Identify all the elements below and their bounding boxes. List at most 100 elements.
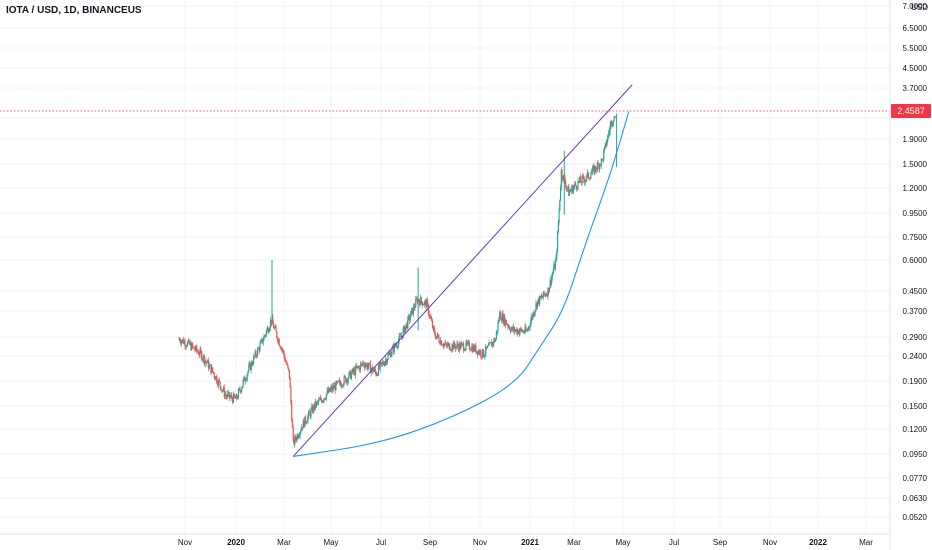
candle-body[interactable] [301, 427, 303, 431]
candle-body[interactable] [321, 400, 324, 403]
candle-body[interactable] [291, 402, 293, 421]
candle-body[interactable] [197, 351, 199, 355]
candle-body[interactable] [543, 291, 545, 295]
candle-body[interactable] [374, 369, 376, 372]
candle-body[interactable] [343, 376, 345, 385]
candle-body[interactable] [460, 343, 462, 349]
candle-body[interactable] [332, 386, 334, 391]
candle-body[interactable] [354, 369, 356, 375]
candle-body[interactable] [438, 337, 440, 342]
candle-body[interactable] [317, 401, 319, 403]
candle-body[interactable] [347, 378, 349, 383]
candle-body[interactable] [577, 180, 579, 189]
candle-body[interactable] [390, 353, 392, 357]
candle-body[interactable] [591, 167, 594, 173]
candle-body[interactable] [496, 331, 498, 333]
candle-body[interactable] [491, 342, 493, 347]
candle-body[interactable] [476, 351, 479, 355]
candle-body[interactable] [257, 348, 259, 356]
candle-body[interactable] [250, 362, 252, 370]
candle-body[interactable] [301, 427, 304, 429]
candle-body[interactable] [465, 341, 467, 349]
candle-body[interactable] [324, 398, 326, 400]
candle-body[interactable] [554, 264, 556, 269]
candle-body[interactable] [571, 186, 574, 194]
candle-body[interactable] [440, 340, 442, 345]
candle-body[interactable] [217, 382, 219, 386]
candle-body[interactable] [462, 343, 464, 345]
candle-body[interactable] [315, 401, 317, 407]
candle-body[interactable] [187, 339, 189, 343]
candle-body[interactable] [383, 364, 385, 366]
candle-body[interactable] [526, 329, 529, 331]
candle-body[interactable] [239, 388, 241, 391]
candle-body[interactable] [447, 344, 449, 347]
candle-body[interactable] [435, 336, 438, 339]
candle-body[interactable] [529, 326, 531, 328]
candle-body[interactable] [484, 353, 486, 357]
candle-body[interactable] [481, 356, 483, 357]
candle-body[interactable] [233, 393, 235, 397]
candle-body[interactable] [294, 436, 296, 445]
candle-body[interactable] [311, 406, 313, 410]
candle-body[interactable] [413, 306, 415, 309]
candle-body[interactable] [493, 338, 495, 344]
candle-body[interactable] [492, 342, 494, 344]
candle-body[interactable] [613, 116, 615, 121]
candle-body[interactable] [254, 351, 256, 357]
candle-body[interactable] [603, 146, 606, 152]
candle-body[interactable] [206, 361, 208, 363]
candle-body[interactable] [589, 178, 591, 180]
candle-body[interactable] [530, 316, 533, 321]
candle-body[interactable] [564, 177, 566, 183]
candle-body[interactable] [414, 307, 416, 309]
candle-body[interactable] [346, 379, 348, 383]
candle-body[interactable] [273, 327, 275, 329]
candle-body[interactable] [400, 335, 402, 338]
candle-body[interactable] [578, 180, 580, 182]
candle-body[interactable] [273, 323, 275, 329]
candle-body[interactable] [528, 326, 530, 328]
candle-body[interactable] [284, 355, 286, 361]
candle-body[interactable] [533, 312, 536, 316]
candle-body[interactable] [457, 343, 459, 347]
candle-body[interactable] [470, 349, 472, 351]
candle-body[interactable] [227, 392, 230, 394]
candle-body[interactable] [598, 163, 600, 170]
candle-body[interactable] [593, 166, 595, 174]
candle-body[interactable] [345, 379, 348, 383]
candle-body[interactable] [418, 299, 420, 302]
candle-body[interactable] [458, 346, 460, 351]
candle-body[interactable] [545, 294, 548, 296]
candle-body[interactable] [604, 143, 606, 147]
candle-body[interactable] [364, 365, 367, 368]
candle-body[interactable] [368, 362, 371, 364]
candle-body[interactable] [302, 420, 304, 429]
candle-body[interactable] [521, 329, 523, 332]
candle-body[interactable] [296, 434, 298, 441]
candle-body[interactable] [237, 398, 239, 399]
candle-body[interactable] [434, 330, 436, 336]
candle-body[interactable] [373, 369, 376, 371]
candle-body[interactable] [452, 344, 454, 350]
candle-body[interactable] [389, 352, 391, 354]
candle-body[interactable] [562, 175, 565, 181]
candle-body[interactable] [268, 330, 270, 333]
candle-body[interactable] [305, 422, 307, 424]
candle-body[interactable] [275, 326, 277, 332]
candle-body[interactable] [308, 411, 310, 416]
candle-body[interactable] [548, 287, 550, 293]
candle-body[interactable] [222, 387, 225, 391]
candle-body[interactable] [526, 330, 528, 332]
candle-body[interactable] [318, 399, 320, 403]
candle-body[interactable] [269, 327, 271, 331]
candle-body[interactable] [524, 326, 526, 333]
candle-body[interactable] [551, 277, 553, 285]
candle-body[interactable] [221, 390, 223, 391]
candle-body[interactable] [519, 328, 521, 332]
candle-body[interactable] [576, 188, 578, 190]
candle-body[interactable] [377, 365, 380, 376]
candle-body[interactable] [303, 420, 305, 428]
candle-body[interactable] [340, 383, 342, 387]
candle-body[interactable] [575, 185, 578, 189]
